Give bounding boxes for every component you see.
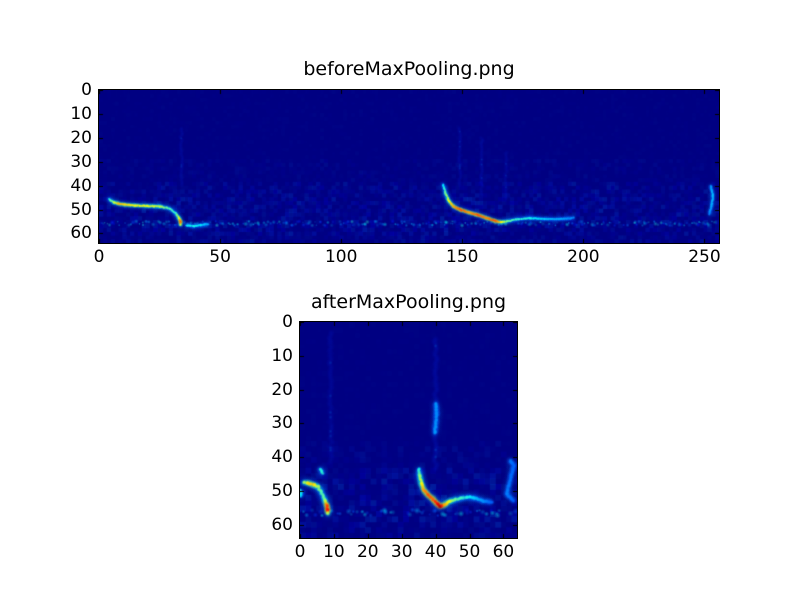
x-tick-label: 150 — [446, 247, 479, 267]
x-tick-label: 50 — [209, 247, 231, 267]
y-tick-label: 40 — [271, 447, 293, 467]
spectrogram-before-maxpooling — [99, 90, 719, 243]
x-tick-label: 60 — [492, 542, 515, 562]
x-tick-label: 30 — [390, 542, 413, 562]
y-tick-label: 60 — [271, 514, 293, 535]
y-tick-label: 0 — [282, 312, 293, 332]
x-tick-label: 0 — [93, 247, 105, 267]
x-tick-label: 40 — [424, 542, 447, 562]
y-tick-label: 30 — [271, 413, 293, 434]
y-tick-label: 20 — [271, 379, 293, 400]
x-tick-label: 200 — [567, 247, 600, 267]
y-tick-label: 40 — [70, 175, 92, 196]
x-tick-label: 20 — [356, 542, 379, 562]
x-tick-label: 250 — [688, 247, 721, 267]
x-tick-label: 10 — [323, 542, 345, 562]
y-tick-label: 10 — [70, 103, 92, 124]
y-tick-label: 10 — [271, 345, 293, 366]
plot-area-after-maxpooling — [299, 321, 518, 539]
y-tick-label: 0 — [81, 80, 92, 100]
plot-area-before-maxpooling — [98, 89, 720, 244]
y-tick-label: 30 — [70, 151, 92, 172]
x-tick-label: 0 — [294, 542, 306, 562]
x-tick-label: 100 — [324, 247, 358, 267]
y-tick-label: 60 — [70, 223, 92, 244]
spectrogram-after-maxpooling — [300, 322, 517, 538]
chart-title-after-maxpooling: afterMaxPooling.png — [310, 291, 507, 313]
y-tick-label: 50 — [271, 480, 293, 501]
y-tick-label: 50 — [70, 199, 92, 220]
chart-title-before-maxpooling: beforeMaxPooling.png — [303, 58, 515, 80]
x-tick-label: 50 — [458, 542, 481, 562]
y-tick-label: 20 — [70, 127, 92, 148]
